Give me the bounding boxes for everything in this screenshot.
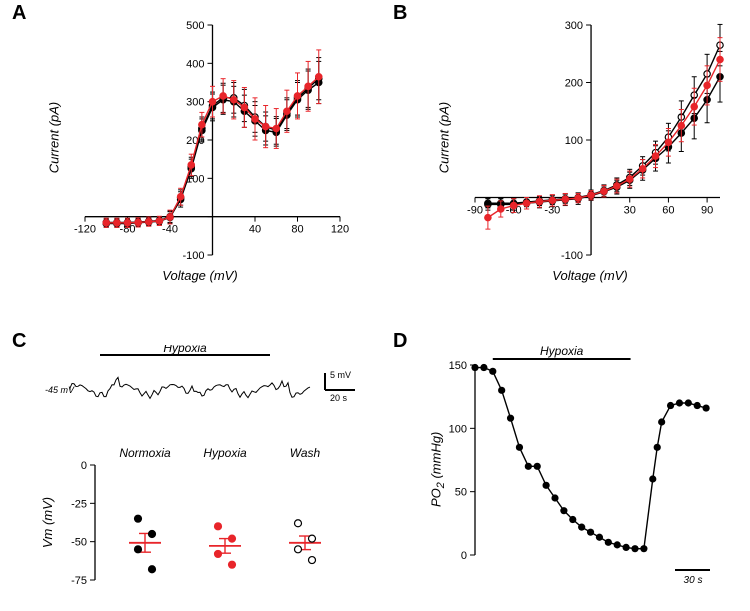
svg-text:80: 80: [291, 224, 303, 236]
svg-text:Normoxia: Normoxia: [119, 446, 171, 460]
svg-text:-50: -50: [71, 537, 87, 549]
panel-b-chart: -90-60-30306090-100100200300: [420, 15, 740, 285]
svg-text:400: 400: [186, 58, 204, 70]
svg-text:40: 40: [249, 224, 261, 236]
panel-a-xlabel: Voltage (mV): [140, 268, 260, 283]
svg-text:500: 500: [186, 20, 204, 32]
svg-text:-100: -100: [182, 250, 204, 262]
svg-text:30 s: 30 s: [684, 575, 703, 586]
svg-text:90: 90: [701, 205, 713, 217]
panel-b-xlabel: Voltage (mV): [530, 268, 650, 283]
svg-text:-40: -40: [162, 224, 178, 236]
panel-a-label: A: [12, 2, 26, 25]
svg-text:-100: -100: [561, 250, 583, 262]
panel-d-ylabel: PO2 (mmHg): [428, 432, 447, 507]
svg-text:-75: -75: [71, 575, 87, 587]
svg-text:150: 150: [449, 360, 467, 372]
svg-text:5 mV: 5 mV: [330, 370, 351, 380]
svg-text:0: 0: [461, 550, 467, 562]
svg-text:300: 300: [186, 97, 204, 109]
svg-text:-120: -120: [74, 224, 96, 236]
svg-text:50: 50: [455, 487, 467, 499]
svg-text:20 s: 20 s: [330, 393, 348, 403]
panel-d-chart: 0 50 100 150 Hypoxia 30 s: [420, 345, 740, 595]
panel-c-vmlabel: Vm (mV): [40, 497, 55, 548]
svg-text:30: 30: [624, 205, 636, 217]
panel-a-chart: -120-80-404080120-100100200300400500: [30, 15, 360, 285]
svg-text:0: 0: [81, 460, 87, 472]
panel-c-trace: Hypoxia-45 mV5 mV20 s: [40, 345, 370, 425]
svg-text:100: 100: [449, 423, 467, 435]
svg-text:-90: -90: [467, 205, 483, 217]
svg-text:Wash: Wash: [290, 446, 321, 460]
panel-b-ylabel: Current (pA): [436, 102, 451, 174]
svg-text:-25: -25: [71, 498, 87, 510]
svg-text:Hypoxia: Hypoxia: [540, 345, 584, 358]
svg-text:Hypoxia: Hypoxia: [203, 446, 247, 460]
panel-c-label: C: [12, 330, 26, 353]
svg-text:300: 300: [565, 20, 583, 32]
panel-a-ylabel: Current (pA): [46, 102, 61, 174]
svg-text:200: 200: [565, 78, 583, 90]
svg-text:120: 120: [331, 224, 349, 236]
svg-text:60: 60: [662, 205, 674, 217]
svg-text:Hypoxia: Hypoxia: [163, 345, 207, 355]
panel-d-label: D: [393, 330, 407, 353]
svg-text:100: 100: [565, 135, 583, 147]
panel-b-label: B: [393, 2, 407, 25]
panel-c-scatter: 0 -25 -50 -75 Normoxia Hypoxia Wash: [40, 440, 370, 600]
